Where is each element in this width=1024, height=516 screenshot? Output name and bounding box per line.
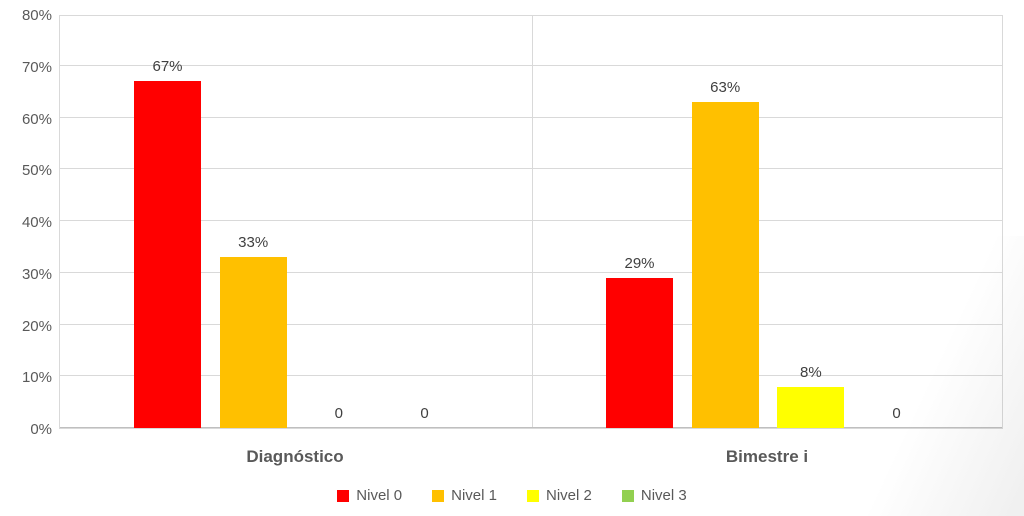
legend-swatch-icon	[432, 489, 445, 502]
bar-data-label: 8%	[799, 363, 822, 381]
legend-item-nivel-3: Nivel 3	[621, 487, 687, 504]
y-axis-tick-label: 30%	[21, 265, 52, 283]
legend-swatch-icon	[621, 489, 634, 502]
bar-data-label: 67%	[152, 58, 183, 76]
bar-data-label: 33%	[238, 234, 269, 252]
bar-nivel-0	[134, 81, 201, 428]
panel-divider	[532, 16, 533, 428]
category-label: Bimestre i	[725, 447, 809, 466]
legend-label: Nivel 0	[356, 487, 403, 504]
legend-item-nivel-0: Nivel 0	[337, 488, 402, 503]
y-axis-tick-label: 70%	[21, 58, 52, 76]
y-axis-tick-label: 40%	[21, 214, 52, 231]
gridline	[60, 271, 1002, 273]
plot-area: 67% 33% 0 0 29% 63% 8% 0	[59, 15, 1003, 429]
gridline	[60, 64, 1002, 66]
bar-nivel-2	[777, 386, 845, 428]
y-axis-tick-label: 50%	[21, 162, 52, 180]
y-axis-tick-label: 10%	[21, 369, 52, 387]
gridline	[60, 323, 1002, 325]
y-axis-tick-label: 80%	[21, 7, 52, 24]
bar-data-label: 0	[420, 405, 429, 422]
gridline	[60, 116, 1002, 118]
y-axis-tick-label: 0%	[30, 421, 52, 438]
legend-item-nivel-1: Nivel 1	[432, 488, 497, 503]
gridline	[60, 220, 1002, 221]
legend-swatch-icon	[337, 489, 350, 502]
x-axis-line	[60, 427, 1002, 428]
bar-data-label: 0	[334, 405, 343, 422]
legend-label: Nivel 2	[546, 487, 592, 504]
bar-nivel-1	[691, 101, 759, 428]
bar-data-label: 29%	[624, 254, 655, 272]
y-axis-tick-label: 20%	[21, 317, 52, 335]
gridline	[60, 375, 1002, 377]
legend-label: Nivel 3	[640, 487, 687, 504]
legend-label: Nivel 1	[451, 487, 497, 504]
bar-data-label: 0	[892, 405, 901, 422]
category-label: Diagnóstico	[246, 447, 344, 466]
legend-item-nivel-2: Nivel 2	[527, 488, 592, 503]
y-axis-tick-label: 60%	[21, 110, 52, 128]
legend-swatch-icon	[527, 489, 539, 502]
bar-nivel-1	[219, 257, 287, 428]
gridline	[60, 168, 1002, 170]
legend: Nivel 0 Nivel 1 Nivel 2 Nivel 3	[0, 488, 1024, 503]
bar-data-label: 63%	[710, 78, 741, 96]
bar-nivel-0	[606, 277, 673, 428]
